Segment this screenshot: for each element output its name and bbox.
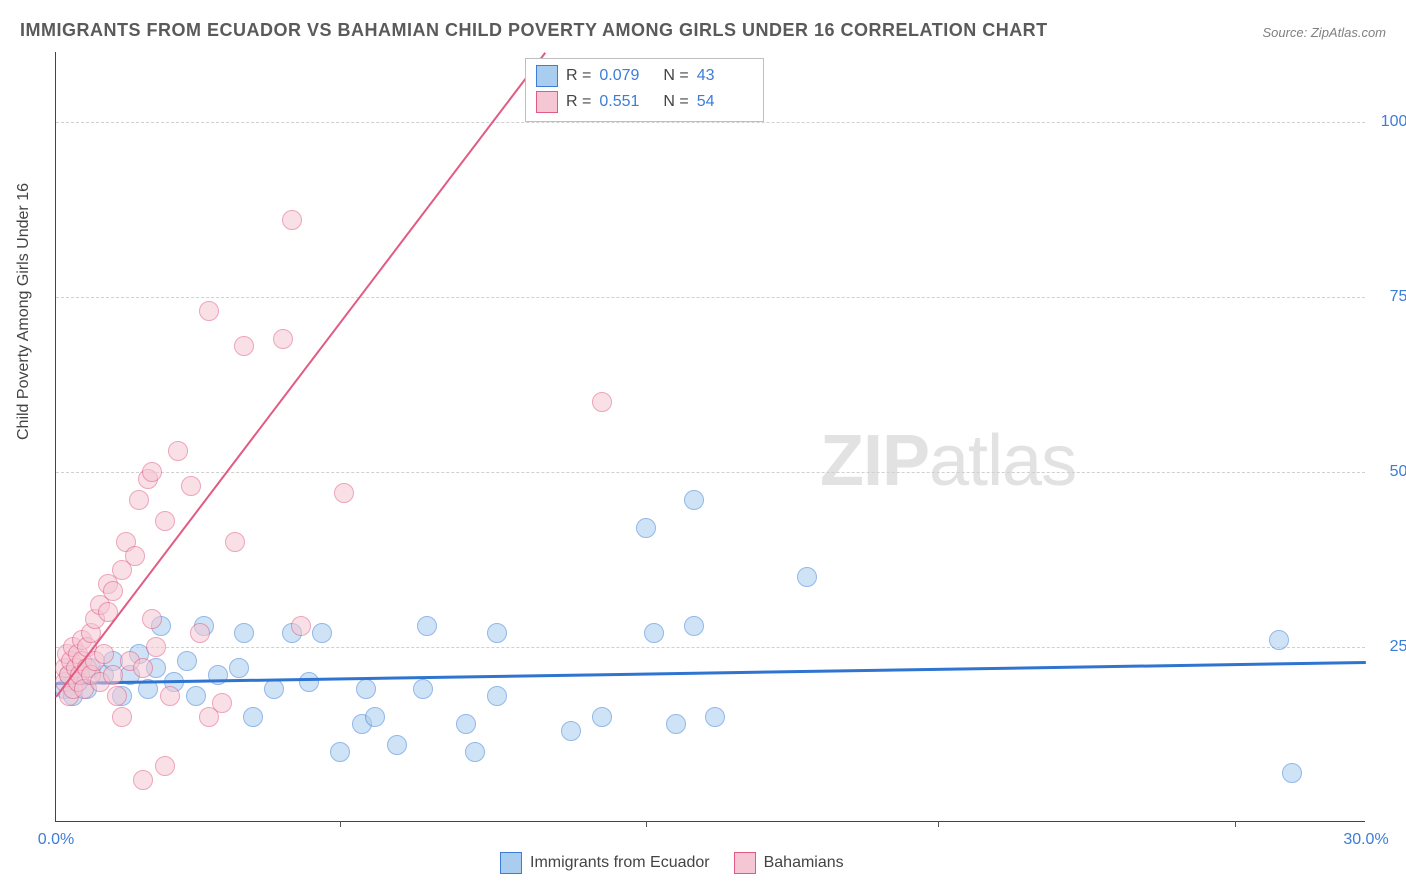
data-point bbox=[181, 476, 201, 496]
y-tick-label: 75.0% bbox=[1375, 288, 1406, 306]
data-point bbox=[142, 609, 162, 629]
x-tick-mark bbox=[938, 821, 939, 827]
data-point bbox=[264, 679, 284, 699]
data-point bbox=[1269, 630, 1289, 650]
trend-line bbox=[55, 52, 546, 697]
n-label: N = bbox=[663, 93, 688, 111]
data-point bbox=[234, 336, 254, 356]
data-point bbox=[186, 686, 206, 706]
data-point bbox=[103, 665, 123, 685]
data-point bbox=[356, 679, 376, 699]
data-point bbox=[592, 392, 612, 412]
data-point bbox=[155, 511, 175, 531]
y-tick-label: 25.0% bbox=[1375, 638, 1406, 656]
r-value: 0.079 bbox=[599, 67, 655, 85]
data-point bbox=[155, 756, 175, 776]
data-point bbox=[644, 623, 664, 643]
legend-series-label: Bahamians bbox=[764, 854, 844, 872]
data-point bbox=[107, 686, 127, 706]
data-point bbox=[592, 707, 612, 727]
data-point bbox=[168, 441, 188, 461]
gridline bbox=[56, 122, 1365, 123]
data-point bbox=[133, 658, 153, 678]
data-point bbox=[129, 490, 149, 510]
data-point bbox=[705, 707, 725, 727]
data-point bbox=[199, 301, 219, 321]
legend-swatch bbox=[734, 852, 756, 874]
data-point bbox=[417, 616, 437, 636]
data-point bbox=[487, 686, 507, 706]
data-point bbox=[229, 658, 249, 678]
gridline bbox=[56, 472, 1365, 473]
data-point bbox=[387, 735, 407, 755]
data-point bbox=[190, 623, 210, 643]
data-point bbox=[282, 210, 302, 230]
r-label: R = bbox=[566, 67, 591, 85]
data-point bbox=[234, 623, 254, 643]
legend-series-item: Bahamians bbox=[734, 852, 844, 874]
data-point bbox=[199, 707, 219, 727]
gridline bbox=[56, 297, 1365, 298]
x-tick-mark bbox=[340, 821, 341, 827]
data-point bbox=[1282, 763, 1302, 783]
legend-series-item: Immigrants from Ecuador bbox=[500, 852, 710, 874]
data-point bbox=[225, 532, 245, 552]
r-value: 0.551 bbox=[599, 93, 655, 111]
y-tick-label: 100.0% bbox=[1375, 113, 1406, 131]
data-point bbox=[334, 483, 354, 503]
data-point bbox=[146, 637, 166, 657]
data-point bbox=[330, 742, 350, 762]
data-point bbox=[112, 707, 132, 727]
x-tick-label: 0.0% bbox=[38, 831, 74, 849]
data-point bbox=[561, 721, 581, 741]
data-point bbox=[160, 686, 180, 706]
chart-title: IMMIGRANTS FROM ECUADOR VS BAHAMIAN CHIL… bbox=[20, 20, 1048, 41]
n-value: 43 bbox=[697, 67, 753, 85]
y-axis-label: Child Poverty Among Girls Under 16 bbox=[15, 183, 33, 440]
data-point bbox=[465, 742, 485, 762]
data-point bbox=[684, 616, 704, 636]
data-point bbox=[291, 616, 311, 636]
data-point bbox=[456, 714, 476, 734]
data-point bbox=[413, 679, 433, 699]
data-point bbox=[94, 644, 114, 664]
data-point bbox=[299, 672, 319, 692]
y-tick-label: 50.0% bbox=[1375, 463, 1406, 481]
data-point bbox=[243, 707, 263, 727]
n-label: N = bbox=[663, 67, 688, 85]
data-point bbox=[133, 770, 153, 790]
legend-correlation: R = 0.079 N = 43 R = 0.551 N = 54 bbox=[525, 58, 764, 122]
data-point bbox=[273, 329, 293, 349]
trend-line bbox=[56, 661, 1366, 685]
gridline bbox=[56, 647, 1365, 648]
n-value: 54 bbox=[697, 93, 753, 111]
x-tick-label: 30.0% bbox=[1343, 831, 1388, 849]
legend-series-label: Immigrants from Ecuador bbox=[530, 854, 710, 872]
data-point bbox=[487, 623, 507, 643]
legend-swatch bbox=[536, 65, 558, 87]
x-tick-mark bbox=[646, 821, 647, 827]
data-point bbox=[666, 714, 686, 734]
legend-row: R = 0.079 N = 43 bbox=[536, 63, 753, 89]
data-point bbox=[365, 707, 385, 727]
data-point bbox=[103, 581, 123, 601]
legend-series: Immigrants from Ecuador Bahamians bbox=[500, 852, 844, 874]
legend-swatch bbox=[536, 91, 558, 113]
x-tick-mark bbox=[1235, 821, 1236, 827]
data-point bbox=[797, 567, 817, 587]
data-point bbox=[684, 490, 704, 510]
data-point bbox=[177, 651, 197, 671]
data-point bbox=[636, 518, 656, 538]
legend-row: R = 0.551 N = 54 bbox=[536, 89, 753, 115]
data-point bbox=[312, 623, 332, 643]
chart-area: 25.0%50.0%75.0%100.0%0.0%30.0% bbox=[55, 52, 1365, 822]
source-label: Source: ZipAtlas.com bbox=[1262, 25, 1386, 40]
plot-surface: 25.0%50.0%75.0%100.0%0.0%30.0% bbox=[56, 52, 1365, 821]
legend-swatch bbox=[500, 852, 522, 874]
data-point bbox=[142, 462, 162, 482]
r-label: R = bbox=[566, 93, 591, 111]
data-point bbox=[125, 546, 145, 566]
